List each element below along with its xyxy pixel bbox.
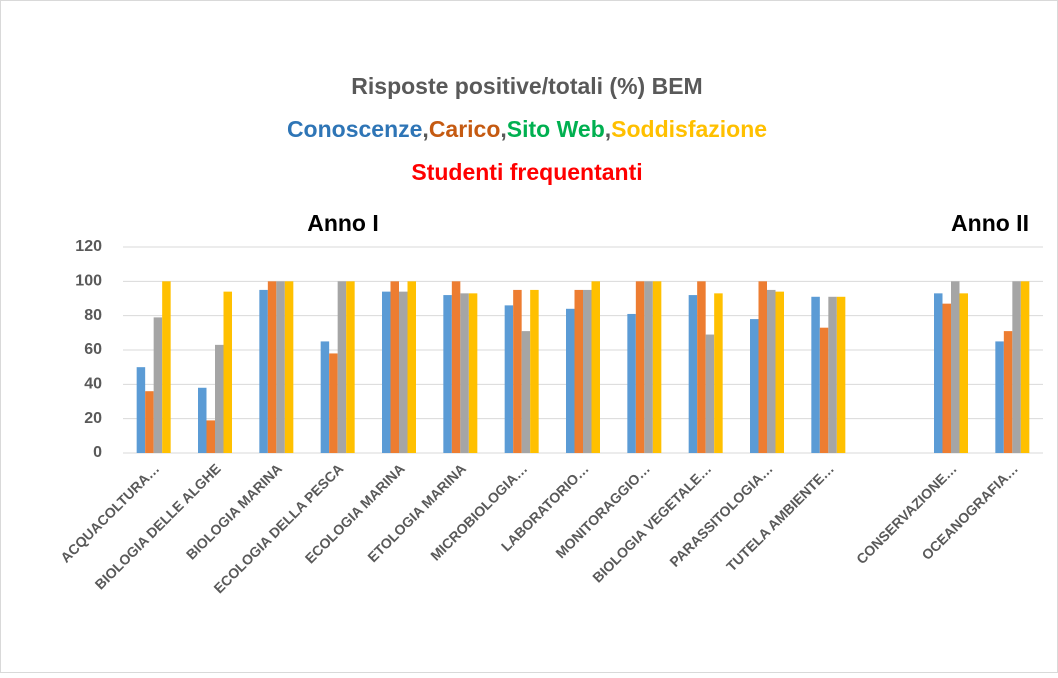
y-tick-label: 60 (84, 341, 102, 358)
bar (320, 341, 330, 453)
bar (644, 281, 653, 453)
bar (767, 289, 776, 453)
y-tick-label: 100 (75, 273, 102, 290)
bar (136, 367, 146, 453)
y-tick-label: 120 (75, 238, 102, 255)
legend-entry: Soddisfazione (611, 116, 767, 142)
bar (635, 281, 645, 453)
bar (934, 293, 943, 453)
bar (198, 387, 207, 453)
bar (951, 281, 960, 453)
bar (504, 305, 514, 453)
bar (259, 289, 268, 453)
bar (1012, 281, 1021, 453)
bar (399, 291, 408, 453)
legend-entry: Carico (429, 116, 501, 142)
bar (959, 293, 968, 453)
bar (382, 291, 391, 453)
annotation: Anno I (307, 210, 379, 236)
bar (836, 296, 846, 453)
bar (276, 281, 285, 453)
chart-subtitle: Studenti frequentanti (411, 159, 642, 185)
bar (1003, 331, 1013, 453)
bar (521, 331, 531, 453)
legend-entry: Conoscenze (287, 116, 422, 142)
bar (775, 291, 784, 453)
bar (583, 289, 592, 453)
bar (407, 281, 416, 453)
bar (223, 291, 232, 453)
bar (284, 281, 294, 453)
bar (627, 313, 636, 453)
bar (162, 281, 171, 453)
y-tick-label: 40 (84, 376, 102, 393)
bar (758, 281, 767, 453)
bar (215, 344, 224, 453)
bar (705, 334, 715, 453)
bar (714, 293, 723, 453)
bar (390, 281, 399, 453)
legend-entry: Sito Web (507, 116, 605, 142)
y-tick-label: 20 (84, 410, 102, 427)
bar (267, 281, 277, 453)
bar (591, 281, 600, 453)
bar (1020, 281, 1030, 453)
legend-separator: , (500, 116, 506, 142)
bar (995, 341, 1004, 453)
y-tick-label: 0 (93, 444, 102, 461)
bar (460, 293, 469, 453)
bar (513, 289, 522, 453)
legend-separator: , (605, 116, 611, 142)
bar (153, 317, 163, 453)
legend-separator: , (422, 116, 428, 142)
bar (811, 296, 820, 453)
legend: Conoscenze,Carico,Sito Web,Soddisfazione (287, 116, 767, 142)
bar (206, 420, 215, 453)
bar (530, 289, 539, 453)
bar (574, 289, 583, 453)
chart-title: Risposte positive/totali (%) BEM (351, 73, 702, 99)
bar (652, 281, 662, 453)
bar (750, 319, 759, 453)
annotation: Anno II (951, 210, 1029, 236)
bar (451, 281, 461, 453)
y-tick-label: 80 (84, 307, 102, 324)
bar (468, 293, 478, 453)
bar (819, 327, 829, 453)
bar (828, 296, 837, 453)
bar (346, 281, 355, 453)
bar (329, 353, 338, 453)
bar (697, 281, 706, 453)
bar (145, 391, 154, 453)
bar (337, 281, 347, 453)
bar (942, 303, 951, 453)
bar (688, 295, 698, 453)
bar (566, 308, 575, 453)
bar (443, 295, 452, 453)
